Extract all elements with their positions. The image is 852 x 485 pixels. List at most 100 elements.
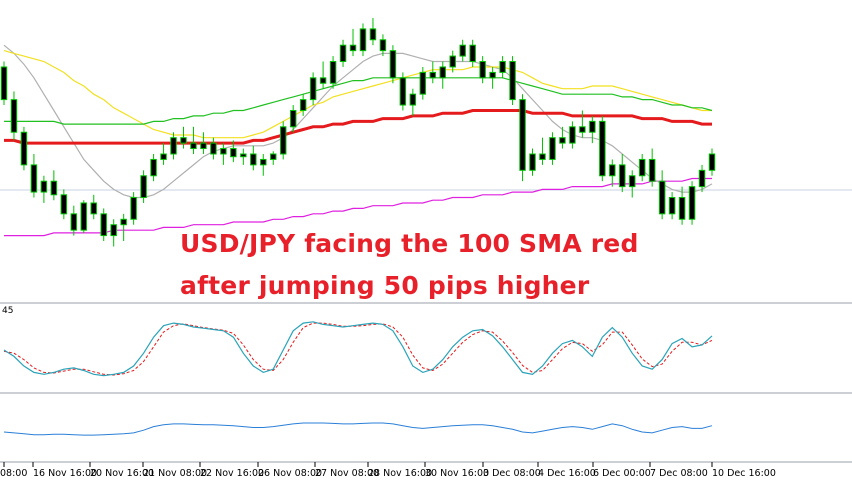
candle-body <box>30 164 38 193</box>
x-tick-label: 10 Dec 16:00 <box>712 468 776 479</box>
candle-body <box>60 194 68 215</box>
candle-body <box>0 66 8 101</box>
candle-body <box>678 197 686 220</box>
x-tick-label: 20 Nov 16:00 <box>90 468 155 479</box>
candle-body <box>559 137 566 144</box>
candle <box>489 66 496 89</box>
candle <box>599 115 606 182</box>
candle <box>369 18 377 46</box>
candle <box>70 205 78 236</box>
candle <box>329 56 337 89</box>
candle <box>419 66 427 100</box>
candle-body <box>279 126 287 155</box>
stochastic-oscillator <box>3 321 713 377</box>
candle-body <box>509 61 516 101</box>
candle-body <box>609 164 616 177</box>
candle <box>619 154 626 193</box>
candle-body <box>658 180 666 215</box>
candle <box>120 213 127 242</box>
x-tick-label: 4 Dec 16:00 <box>538 468 596 479</box>
candle-body <box>439 66 447 79</box>
candle-body <box>479 61 486 79</box>
candle <box>628 170 636 198</box>
candle <box>260 154 267 176</box>
candle <box>698 164 706 193</box>
candle <box>240 148 247 165</box>
candle-body <box>110 224 117 237</box>
candle-body <box>10 99 18 133</box>
lower-indicator <box>3 422 713 436</box>
ma-line-4 <box>4 177 712 237</box>
x-tick-label: 26 Nov 08:00 <box>258 468 323 479</box>
candle-body <box>319 77 327 84</box>
candle <box>509 56 516 106</box>
candle-body <box>299 99 307 111</box>
candle <box>130 192 137 225</box>
candle <box>668 192 676 220</box>
candle-body <box>100 213 107 237</box>
candle <box>519 94 526 182</box>
candle <box>250 145 257 171</box>
x-tick-label: 7 Dec 08:00 <box>650 468 708 479</box>
ma-line-3 <box>3 44 713 199</box>
candle-body <box>120 218 127 226</box>
candle-body <box>369 28 377 41</box>
candle <box>449 50 456 73</box>
candle <box>529 148 536 176</box>
candle-body <box>220 148 227 155</box>
candle-body <box>269 153 277 160</box>
candle-body <box>250 153 257 166</box>
x-tick-label: 30 Nov 16:00 <box>425 468 490 479</box>
candle-body <box>599 120 606 177</box>
x-tick-label: 28 Nov 16:00 <box>368 468 433 479</box>
candle-body <box>20 131 28 166</box>
candle-body <box>569 126 576 144</box>
candle-body <box>289 109 297 128</box>
lower-indicator-line <box>3 422 713 436</box>
candle <box>459 39 466 62</box>
candle-body <box>50 180 58 196</box>
candle-body <box>469 44 476 63</box>
candle <box>708 148 716 176</box>
x-tick-label: 16 Nov 16:00 <box>33 468 98 479</box>
candle <box>279 121 287 160</box>
candle-body <box>399 77 407 106</box>
candle-body <box>429 71 437 79</box>
candle <box>569 121 576 149</box>
candle <box>399 72 407 111</box>
candle-body <box>80 202 88 231</box>
candle <box>30 154 38 198</box>
candle <box>499 56 506 78</box>
x-tick-label: 6 Dec 00:00 <box>593 468 651 479</box>
candle <box>10 91 18 141</box>
ma-line-2 <box>4 77 713 125</box>
panel-dividers <box>0 302 852 463</box>
stochastic-scale-label: 45 <box>2 306 14 316</box>
candle-body <box>140 175 147 199</box>
candle <box>80 200 88 233</box>
stochastic-signal-line <box>3 322 713 376</box>
candle <box>589 115 596 144</box>
candle <box>190 126 197 154</box>
candle <box>40 175 48 203</box>
candle <box>579 110 586 138</box>
stochastic-main-line <box>3 321 713 377</box>
candle-body <box>40 180 48 193</box>
headline-line-1: USD/JPY facing the 100 SMA red <box>180 229 639 258</box>
candle <box>160 143 167 165</box>
candle-body <box>180 137 187 144</box>
candle-body <box>579 126 586 133</box>
candle <box>289 105 297 133</box>
candle-body <box>419 71 427 95</box>
ma-line-1 <box>3 50 712 139</box>
candle <box>309 72 317 106</box>
candle <box>359 23 367 57</box>
x-tick-label: 22 Nov 16:00 <box>200 468 265 479</box>
x-tick-label: 21 Nov 08:00 <box>143 468 208 479</box>
moving-averages <box>3 44 713 237</box>
candle <box>100 208 107 242</box>
candle-body <box>589 120 596 133</box>
candle-body <box>459 44 466 57</box>
candle-body <box>240 153 247 158</box>
